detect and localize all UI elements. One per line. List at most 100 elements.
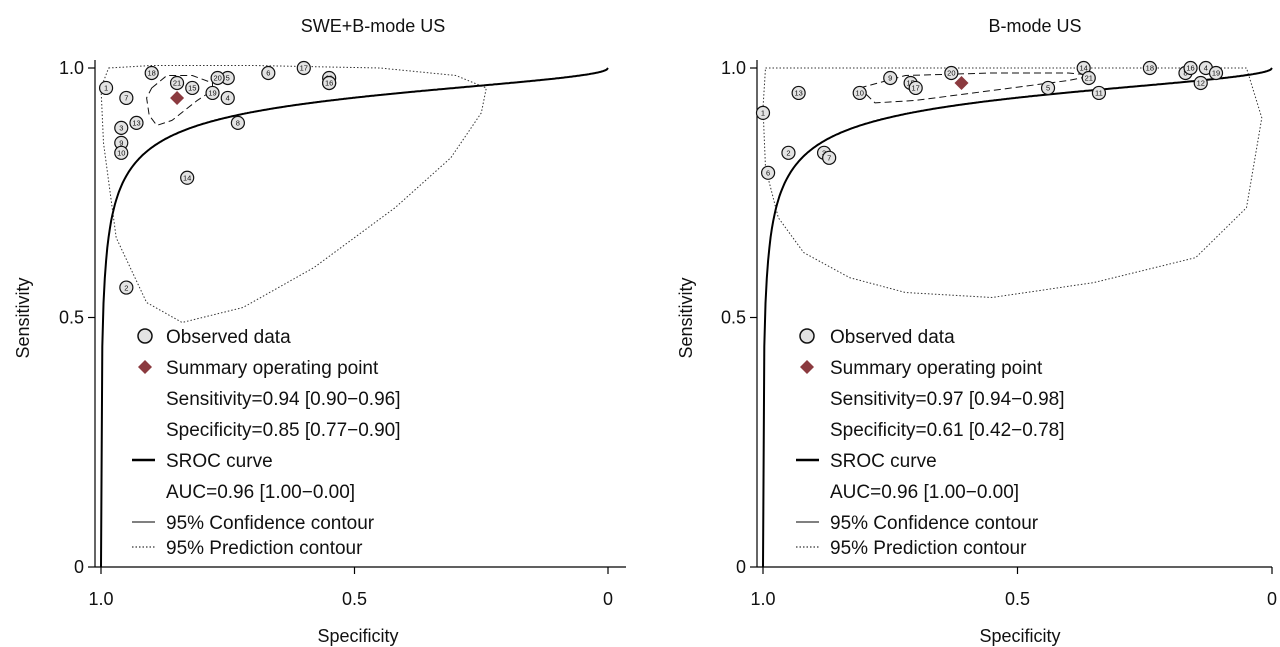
legend-specificity: Specificity=0.61 [0.42−0.78] <box>830 420 1065 441</box>
observed-point-label: 6 <box>766 168 770 177</box>
legend-confidence-label: 95% Confidence contour <box>166 513 375 534</box>
legend-observed-label: Observed data <box>166 327 291 348</box>
observed-point <box>119 90 134 106</box>
observed-point <box>129 115 144 130</box>
observed-point-label: 1 <box>104 84 108 93</box>
sroc-panel-swe-bmode: SWE+B-mode US 1.0 0.5 0 0 0.5 1.0 1 2 3 4 5 6 7 8 910 1… <box>13 16 626 646</box>
observed-point-label: 20 <box>947 69 955 78</box>
legend-observed-marker <box>799 328 815 344</box>
observed-point <box>755 105 771 121</box>
observed-point-label: 16 <box>1186 64 1194 73</box>
observed-point <box>1081 70 1096 86</box>
observed-point-label: 5 <box>226 74 230 83</box>
observed-point-label: 1 <box>761 109 765 118</box>
observed-point <box>1040 80 1056 96</box>
x-tick-label: 1.0 <box>750 589 775 609</box>
confidence-contour <box>146 75 213 126</box>
y-tick-label: 0 <box>74 557 84 577</box>
prediction-contour <box>762 67 1263 298</box>
observed-point-label: 21 <box>173 79 181 88</box>
observed-point <box>822 150 837 165</box>
observed-point-label: 13 <box>794 89 802 98</box>
observed-point-label: 10 <box>117 149 125 158</box>
legend-specificity: Specificity=0.85 [0.77−0.90] <box>166 420 401 441</box>
observed-point-label: 15 <box>188 84 196 93</box>
observed-point <box>1142 60 1157 76</box>
legend: Observed data Summary operating point Se… <box>796 327 1065 559</box>
observed-point <box>1193 75 1208 91</box>
legend-sroc-label: SROC curve <box>830 451 937 472</box>
observed-point-label: 5 <box>1046 84 1050 93</box>
observed-point <box>908 80 923 96</box>
observed-point-label: 14 <box>1079 64 1087 73</box>
observed-point-label: 6 <box>266 69 270 78</box>
observed-point <box>210 70 225 86</box>
x-tick-label: 0 <box>603 589 613 609</box>
legend-summary-marker <box>138 360 152 374</box>
observed-point <box>144 65 159 81</box>
plot-area: 1.00.5000.51.012345678910111213141516171… <box>721 58 1277 609</box>
observed-point <box>1208 65 1224 81</box>
observed-point <box>230 115 245 130</box>
prediction-contour <box>100 65 487 323</box>
observed-point-label: 20 <box>213 74 221 83</box>
observed-point <box>98 80 114 96</box>
observed-point-label: 11 <box>1095 89 1103 98</box>
y-tick-label: 1.0 <box>721 58 746 78</box>
observed-point-label: 12 <box>1197 79 1205 88</box>
observed-point <box>185 80 200 96</box>
x-tick-label: 0.5 <box>1005 589 1030 609</box>
observed-point <box>791 85 806 101</box>
observed-point-label: 17 <box>300 64 308 73</box>
observed-point <box>322 75 337 91</box>
observed-point <box>1183 60 1198 76</box>
observed-point-label: 8 <box>236 119 240 128</box>
observed-point <box>296 60 311 76</box>
legend-prediction-label: 95% Prediction contour <box>830 538 1027 559</box>
observed-point <box>114 120 129 135</box>
legend-observed-marker <box>137 328 153 344</box>
observed-point-label: 13 <box>132 119 140 128</box>
legend-auc: AUC=0.96 [1.00−0.00] <box>166 482 355 503</box>
sroc-curve <box>100 67 609 568</box>
legend-sensitivity: Sensitivity=0.97 [0.94−0.98] <box>830 389 1065 410</box>
observed-point <box>261 65 276 81</box>
observed-point-label: 10 <box>856 89 864 98</box>
legend: Observed data Summary operating point Se… <box>132 327 401 559</box>
y-tick-label: 0 <box>736 557 746 577</box>
summary-operating-point <box>954 75 969 90</box>
observed-point-label: 9 <box>119 139 123 148</box>
observed-point <box>114 145 129 160</box>
legend-summary-marker <box>800 360 814 374</box>
legend-sroc-label: SROC curve <box>166 451 273 472</box>
legend-sensitivity: Sensitivity=0.94 [0.90−0.96] <box>166 389 401 410</box>
observed-point-label: 19 <box>208 89 216 98</box>
legend-summary-label: Summary operating point <box>830 358 1043 379</box>
legend-prediction-label: 95% Prediction contour <box>166 538 363 559</box>
legend-summary-label: Summary operating point <box>166 358 379 379</box>
observed-point-label: 14 <box>183 173 191 182</box>
y-axis-label: Sensitivity <box>13 277 33 358</box>
summary-operating-point <box>170 90 185 105</box>
observed-point <box>944 65 959 81</box>
observed-point-label: 18 <box>1146 64 1154 73</box>
sroc-curve <box>762 67 1273 568</box>
observed-point-label: 19 <box>1212 69 1220 78</box>
plot-area: 1.00.5000.51.012345678910111213141516171… <box>59 58 626 609</box>
x-tick-label: 0.5 <box>342 589 367 609</box>
legend-auc: AUC=0.96 [1.00−0.00] <box>830 482 1019 503</box>
observed-point <box>205 85 220 101</box>
observed-point-label: 4 <box>226 94 230 103</box>
y-axis-label: Sensitivity <box>676 277 696 358</box>
observed-point-label: 7 <box>124 94 128 103</box>
observed-point <box>180 170 195 185</box>
observed-point-label: 2 <box>786 149 790 158</box>
chart-title: B-mode US <box>988 16 1081 36</box>
observed-point <box>781 145 796 160</box>
legend-confidence-label: 95% Confidence contour <box>830 513 1039 534</box>
observed-point-label: 9 <box>888 74 892 83</box>
observed-point <box>760 165 776 180</box>
observed-point-label: 4 <box>1204 64 1208 73</box>
observed-point-label: 7 <box>827 154 831 163</box>
